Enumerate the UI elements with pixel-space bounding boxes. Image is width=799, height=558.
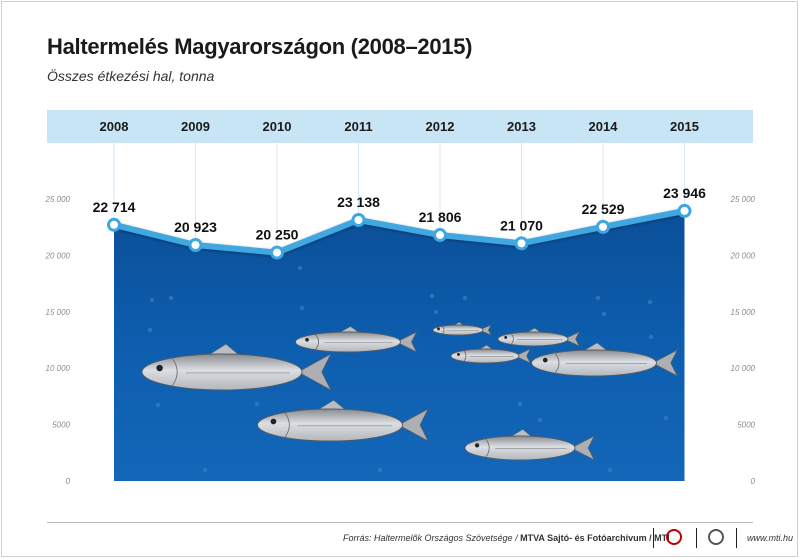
y-tick-label: 10 000 [731,364,756,373]
bubble [663,415,669,421]
data-label: 22 529 [582,201,625,217]
y-tick-label: 25 000 [730,195,756,204]
y-tick-label: 10 000 [46,364,71,373]
bubble [202,467,208,473]
y-tick-label: 20 000 [730,251,756,260]
data-label: 23 138 [337,194,380,210]
fish [464,429,596,461]
data-point-center [599,222,607,231]
bubble [149,297,155,303]
year-label: 2009 [181,119,210,134]
bubble [433,309,439,315]
bubble [648,334,654,340]
y-tick-label: 20 000 [45,251,71,260]
y-tick-label: 5000 [52,421,70,430]
bubble [254,401,260,407]
year-guides [113,143,685,253]
year-label: 2015 [670,119,699,134]
footer-divider [47,522,753,523]
y-tick-label: 15 000 [731,308,756,317]
bubble [377,467,383,473]
data-point-center [517,239,526,248]
year-label: 2010 [262,119,292,134]
fish [497,327,581,347]
bubble [155,402,161,408]
mtva-logo-icon [708,529,724,545]
fish-illustration [141,265,679,473]
year-label: 2011 [344,119,373,134]
year-band: 2008 2009 2010 2011 2012 2013 2014 2015 [47,110,753,143]
bubble [168,295,174,301]
bubble [537,417,543,423]
y-tick-label: 0 [751,477,756,486]
year-label: 2013 [507,119,536,134]
bubble [429,293,435,299]
year-label: 2008 [99,119,129,134]
fish [257,399,430,442]
bubble [297,265,303,271]
series-line [113,207,686,256]
data-point-center [273,248,281,257]
source-credit: MTVA Sajtó- és Fotóarchívum / MTI [520,533,670,543]
chart-title: Haltermelés Magyarországon (2008–2015) [47,34,473,59]
area-fill [114,210,685,482]
data-label: 20 250 [256,227,299,243]
bubble [595,295,601,301]
y-tick-label: 5000 [737,421,755,430]
footer-separator [653,528,654,548]
data-point-center [191,240,200,249]
fish [295,326,418,353]
data-point-center [436,231,444,240]
y-tick-label: 25 000 [45,195,71,204]
y-tick-label: 0 [66,477,71,486]
bubble [647,299,653,305]
bubble [147,327,153,333]
year-label: 2014 [588,119,618,134]
data-points [107,203,692,260]
data-point-center [110,220,118,229]
fish [432,321,492,336]
fish [531,342,679,377]
data-point-center [680,206,689,215]
chart-subtitle: Összes étkezési hal, tonna [47,68,215,84]
website-link[interactable]: www.mti.hu [747,533,794,543]
y-axis-left: 0 5000 10 000 15 000 20 000 25 000 [45,195,71,486]
data-labels: 22 714 20 923 20 250 23 138 21 806 21 070 22 5… [93,185,707,243]
y-axis-right: 0 5000 10 000 15 000 20 000 25 000 [730,195,756,486]
data-label: 22 714 [93,199,136,215]
bubble [517,401,523,407]
y-tick-label: 15 000 [46,308,71,317]
footer-separator [736,528,737,548]
mti-logo-icon [666,529,682,545]
data-label: 23 946 [663,185,706,201]
bubble [462,295,468,301]
data-label: 21 070 [500,217,543,233]
source-note: Forrás: Haltermelők Országos Szövetsége … [343,533,670,543]
source-prefix: Forrás: Haltermelők Országos Szövetsége … [343,533,521,543]
fish [141,343,332,391]
bubble [607,467,613,473]
data-point-center [354,216,363,225]
data-label: 20 923 [174,219,217,235]
footer-separator [696,528,697,548]
bubble [601,311,607,317]
year-label: 2012 [425,119,455,134]
data-label: 21 806 [419,209,462,225]
bubble [299,305,305,311]
fish [450,344,532,364]
